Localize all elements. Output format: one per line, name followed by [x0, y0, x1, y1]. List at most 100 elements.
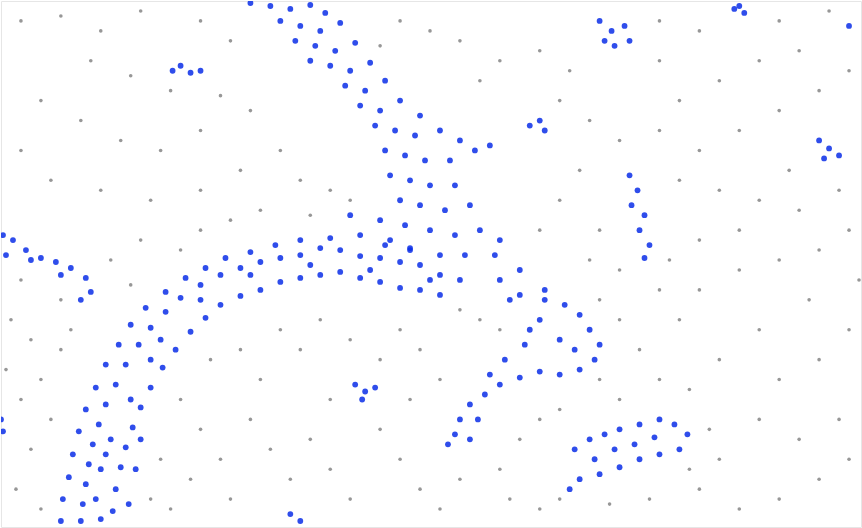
point — [797, 208, 801, 212]
point — [19, 398, 23, 402]
point — [427, 277, 433, 283]
point — [203, 315, 209, 321]
point — [183, 275, 189, 281]
point — [522, 342, 528, 348]
point — [1, 417, 4, 423]
point — [487, 143, 493, 149]
point — [557, 372, 563, 378]
point — [307, 2, 313, 8]
y-axis-line — [1, 2, 2, 528]
point — [377, 279, 383, 285]
point — [397, 197, 403, 203]
point — [577, 367, 583, 373]
point — [492, 252, 498, 258]
point — [397, 285, 403, 291]
point — [49, 179, 53, 183]
point — [387, 172, 393, 178]
point — [148, 385, 154, 391]
point — [408, 398, 412, 402]
point — [297, 23, 303, 29]
point — [259, 378, 263, 382]
point — [458, 39, 462, 43]
point — [90, 441, 96, 447]
point — [627, 172, 633, 178]
point — [428, 29, 432, 33]
point — [130, 424, 136, 430]
point — [136, 342, 142, 348]
point — [475, 417, 481, 423]
point — [149, 497, 153, 501]
point — [482, 392, 488, 398]
point — [248, 249, 254, 255]
point — [757, 198, 761, 202]
point — [438, 507, 442, 511]
point — [297, 518, 303, 524]
point — [741, 10, 747, 16]
point — [498, 467, 502, 471]
point — [637, 421, 643, 427]
point — [718, 188, 722, 192]
point — [80, 501, 86, 507]
point — [507, 297, 513, 303]
point — [538, 228, 542, 232]
point — [359, 397, 365, 403]
point — [737, 507, 741, 511]
point — [527, 123, 533, 129]
point — [452, 232, 458, 238]
point — [93, 385, 99, 391]
point — [198, 297, 204, 303]
point — [59, 348, 63, 352]
point — [59, 298, 63, 302]
point — [10, 237, 16, 243]
point — [817, 89, 821, 93]
point — [629, 202, 635, 208]
point — [98, 516, 104, 522]
point — [577, 476, 583, 482]
point — [517, 375, 523, 381]
point — [587, 436, 593, 442]
point — [337, 20, 343, 26]
point — [668, 258, 672, 262]
point — [427, 182, 433, 188]
point — [113, 486, 119, 492]
point — [458, 477, 462, 481]
point — [328, 467, 332, 471]
point — [238, 265, 244, 271]
point — [159, 149, 163, 153]
point — [249, 109, 253, 113]
point — [577, 312, 583, 318]
point — [467, 402, 473, 408]
point — [118, 464, 124, 470]
point — [39, 378, 43, 382]
point — [797, 49, 801, 53]
point — [377, 255, 383, 261]
point — [572, 446, 578, 452]
point — [826, 146, 832, 152]
point — [163, 289, 169, 295]
point — [417, 262, 423, 268]
point — [348, 338, 352, 342]
point — [318, 318, 322, 322]
point — [857, 278, 861, 282]
point — [269, 447, 273, 451]
point — [198, 68, 204, 74]
point — [248, 272, 254, 278]
point — [658, 129, 662, 133]
point — [239, 348, 243, 352]
point — [777, 19, 781, 23]
point — [28, 257, 34, 263]
point — [836, 153, 842, 159]
point — [398, 328, 402, 332]
point — [289, 477, 293, 481]
x-axis-line — [2, 527, 862, 528]
point — [138, 405, 144, 411]
point — [199, 129, 203, 133]
point — [542, 297, 548, 303]
point — [297, 237, 303, 243]
point — [562, 302, 568, 308]
point — [229, 497, 233, 501]
point — [128, 322, 134, 328]
point — [128, 397, 134, 403]
point — [58, 272, 64, 278]
point — [169, 507, 173, 511]
